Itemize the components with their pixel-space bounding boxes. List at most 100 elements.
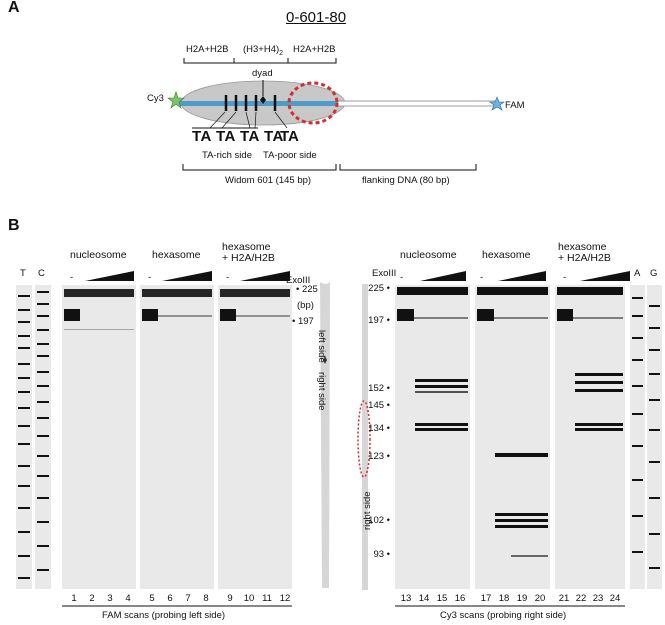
dna-schematic-bar <box>320 282 330 588</box>
lane-number: 12 <box>279 593 291 604</box>
cy3-star-icon <box>167 91 185 109</box>
flanking-dna-label: flanking DNA (80 bp) <box>362 175 450 186</box>
fam-gel-nucleosome <box>62 285 136 589</box>
cy3-caption: Cy3 scans (probing right side) <box>440 610 567 621</box>
fam-label: FAM <box>505 100 525 111</box>
right-side-schematic <box>357 284 371 590</box>
fam-gel-hexasome <box>140 285 214 589</box>
lane-number: 21 <box>558 593 570 604</box>
marker-145: 145 • <box>368 400 390 411</box>
marker-123: 123 • <box>368 451 390 462</box>
lane-number: 24 <box>609 593 621 604</box>
caption-underlines <box>62 605 625 607</box>
exoiii-wedge <box>162 271 212 281</box>
lane-number: 7 <box>185 593 191 604</box>
lane-number: 9 <box>227 593 233 604</box>
fam-star-icon <box>489 96 505 111</box>
h3-h4-label: (H3+H4)2 <box>243 44 284 57</box>
group-label-hexasome-h2a-right: hexasome + H2A/H2B <box>558 241 611 264</box>
lane-g-label: G <box>650 268 658 279</box>
marker-152: 152 • <box>368 383 390 394</box>
dyad-label: dyad <box>252 68 273 79</box>
cy3-gel-nucleosome <box>395 285 470 589</box>
left-side-label: left side <box>316 330 327 363</box>
minus-label: - <box>480 272 484 283</box>
ta-rich-sequence: TA TA TA TA <box>192 128 284 145</box>
dna-schematic-bar <box>362 284 368 590</box>
lane-number: 19 <box>516 593 528 604</box>
flanking-bracket <box>339 164 477 171</box>
minus-label: - <box>148 272 152 283</box>
sequencing-lane-g <box>647 285 662 589</box>
marker-197-left: • 197 <box>292 316 314 327</box>
ta-poor-sequence: TA <box>280 128 299 145</box>
lane-c-label: C <box>38 268 45 279</box>
lane-number: 17 <box>480 593 492 604</box>
left-side-schematic <box>320 282 330 588</box>
right-side-label: right side <box>316 372 327 411</box>
minus-label: - <box>400 272 404 283</box>
fam-caption: FAM scans (probing left side) <box>102 610 226 621</box>
cy3-label: Cy3 <box>147 93 164 104</box>
marker-93: 93 • <box>373 549 390 560</box>
lane-number: 4 <box>125 593 131 604</box>
cy3-gel-hexasome <box>475 285 550 589</box>
marker-102: 102 • <box>368 515 390 526</box>
histone-bracket <box>183 58 337 64</box>
lane-number: 18 <box>498 593 510 604</box>
ta-connector-lines <box>209 111 288 129</box>
lane-a-label: A <box>634 268 641 279</box>
dyad-diamond <box>260 96 266 104</box>
exoiii-label-left: ExoIII <box>286 275 311 286</box>
lane-number: 5 <box>149 593 155 604</box>
dyad-diamond <box>323 356 327 364</box>
lane-number: 11 <box>262 593 272 604</box>
lane-number: 6 <box>167 593 173 604</box>
exoiii-wedges-right <box>420 271 630 281</box>
h2a-h2b-right-label: H2A+H2B <box>293 44 336 55</box>
group-label-hexasome-right: hexasome <box>482 249 531 261</box>
exoiii-label-right: ExoIII <box>372 268 397 279</box>
ta-rich-side-label: TA-rich side <box>202 150 252 161</box>
minus-label: - <box>563 272 567 283</box>
marker-225-left: • 225 <box>296 284 318 295</box>
sequencing-lane-c <box>35 285 51 589</box>
minus-label: - <box>70 272 74 283</box>
sequencing-lane-t <box>16 285 32 589</box>
unwrapped-region-outline <box>357 400 371 478</box>
fam-gel-hexasome-h2a <box>218 285 292 589</box>
lane-number: 14 <box>418 593 430 604</box>
flanking-dna-segment <box>337 100 496 107</box>
widom-bracket <box>182 164 337 171</box>
bp-unit-left: (bp) <box>297 300 314 311</box>
lane-number: 2 <box>89 593 95 604</box>
exoiii-wedge <box>420 271 466 281</box>
lane-number: 10 <box>243 593 255 604</box>
lane-number: 23 <box>592 593 604 604</box>
cy3-gel-hexasome-h2a <box>555 285 625 589</box>
ta-poor-side-label: TA-poor side <box>263 150 317 161</box>
exoiii-wedges-left <box>85 271 290 281</box>
exoiii-wedge <box>85 271 134 281</box>
exoiii-wedge <box>498 271 546 281</box>
panel-a-label: A <box>8 0 20 16</box>
h2a-h2b-left-label: H2A+H2B <box>186 44 229 55</box>
marker-134: 134 • <box>368 423 390 434</box>
group-label-nucleosome-left: nucleosome <box>70 249 127 261</box>
lane-number: 8 <box>203 593 209 604</box>
minus-label: - <box>226 272 230 283</box>
marker-225: 225 • <box>368 283 390 294</box>
lane-number: 15 <box>436 593 448 604</box>
marker-197: 197 • <box>368 315 390 326</box>
widom-601-label: Widom 601 (145 bp) <box>225 175 312 186</box>
unwrapped-region-outline <box>287 81 339 125</box>
lane-number: 20 <box>534 593 546 604</box>
sequencing-lane-a <box>630 285 645 589</box>
lane-number: 1 <box>71 593 77 604</box>
construct-title: 0-601-80 <box>286 9 347 26</box>
nucleosome-construct-diagram <box>167 58 505 171</box>
lane-t-label: T <box>20 268 26 279</box>
widom-dna-segment <box>178 101 340 106</box>
group-label-hexasome-h2a-left: hexasome + H2A/H2B <box>222 241 275 264</box>
group-label-nucleosome-right: nucleosome <box>400 249 457 261</box>
